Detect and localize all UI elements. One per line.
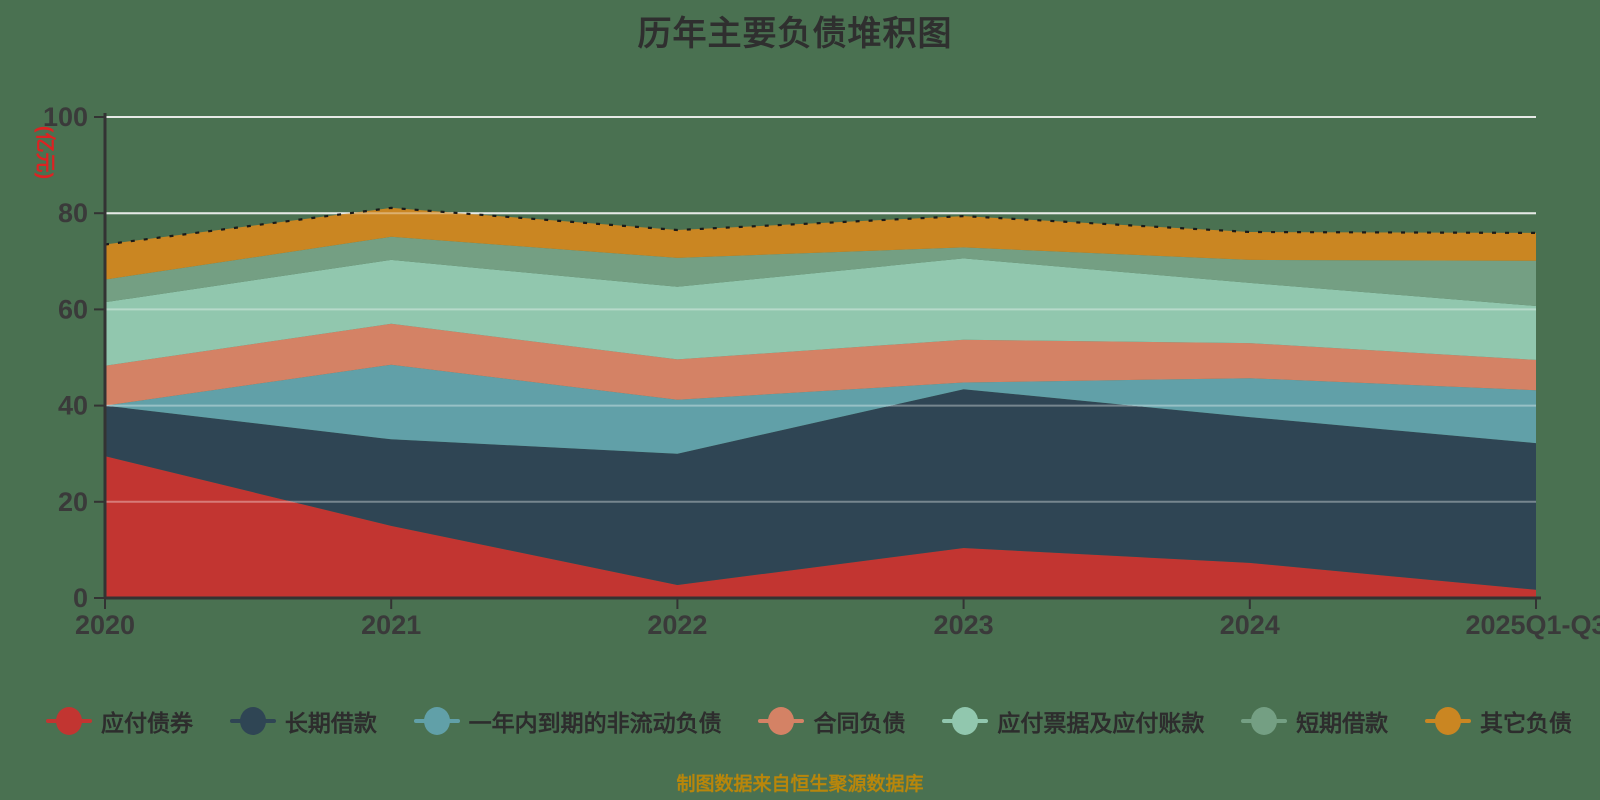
legend: 应付债券 长期借款 一年内到期的非流动负债 合同负债 应付票据及应付账款 短期借款 其它负债 <box>0 704 1600 738</box>
legend-item-2[interactable]: 一年内到期的非流动负债 <box>413 704 722 738</box>
legend-dot-icon <box>239 707 266 735</box>
y-tick-label: 0 <box>73 583 88 613</box>
area-series-5 <box>105 236 1536 306</box>
x-tick-label: 2025Q1-Q3 <box>1465 610 1600 640</box>
legend-item-label: 短期借款 <box>1296 710 1389 736</box>
legend-marker-icon <box>1424 706 1471 736</box>
area-series-1 <box>105 389 1536 590</box>
legend-dot-icon <box>1434 707 1461 735</box>
legend-marker-icon <box>1241 706 1288 736</box>
area-series-0 <box>105 456 1536 598</box>
legend-item-label: 合同负债 <box>813 710 906 736</box>
legend-item-3[interactable]: 合同负债 <box>758 704 905 738</box>
legend-item-label: 其它负债 <box>1479 710 1572 736</box>
chart-title: 历年主要负债堆积图 <box>637 15 953 53</box>
legend-item-1[interactable]: 长期借款 <box>229 704 377 738</box>
y-tick-label: 100 <box>43 102 88 132</box>
data-source-note: 制图数据来自恒生聚源数据库 <box>676 774 924 795</box>
y-tick-label: 60 <box>58 294 88 324</box>
area-series-2 <box>105 364 1536 454</box>
y-tick-label: 80 <box>58 198 88 228</box>
area-series-4 <box>105 258 1536 366</box>
legend-marker-icon <box>413 706 460 736</box>
legend-item-label: 应付债券 <box>101 710 193 736</box>
x-tick-label: 2020 <box>75 610 135 640</box>
legend-dot-icon <box>952 707 979 735</box>
area-series-3 <box>105 323 1536 406</box>
legend-item-5[interactable]: 短期借款 <box>1241 704 1388 738</box>
x-tick-label: 2023 <box>934 610 994 640</box>
legend-marker-icon <box>46 706 92 736</box>
legend-marker-icon <box>942 706 989 736</box>
legend-dot-icon <box>423 707 450 735</box>
legend-marker-icon <box>229 706 276 736</box>
x-tick-label: 2021 <box>361 610 421 640</box>
legend-item-label: 一年内到期的非流动负债 <box>468 710 722 736</box>
legend-item-0[interactable]: 应付债券 <box>46 704 193 738</box>
legend-item-4[interactable]: 应付票据及应付账款 <box>942 704 1204 738</box>
legend-item-label: 应付票据及应付账款 <box>997 710 1205 736</box>
x-tick-label: 2022 <box>647 610 707 640</box>
x-tick-label: 2024 <box>1220 610 1280 640</box>
area-series-6 <box>105 207 1536 280</box>
y-tick-label: 40 <box>58 391 88 421</box>
y-tick-label: 20 <box>58 487 88 517</box>
legend-dot-icon <box>56 707 82 735</box>
legend-marker-icon <box>758 706 805 736</box>
legend-dot-icon <box>1251 707 1278 735</box>
total-dashed-line <box>104 206 1537 246</box>
legend-dot-icon <box>768 707 795 735</box>
legend-item-6[interactable]: 其它负债 <box>1424 704 1572 738</box>
legend-item-label: 长期借款 <box>284 710 377 736</box>
